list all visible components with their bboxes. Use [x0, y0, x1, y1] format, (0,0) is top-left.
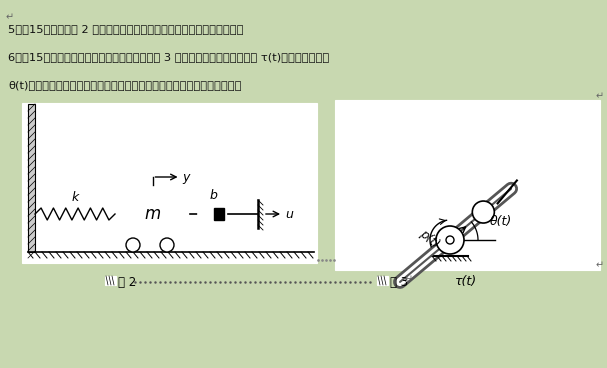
Circle shape [446, 236, 454, 244]
Text: k: k [72, 191, 79, 204]
Circle shape [436, 226, 464, 254]
Bar [22, 103, 317, 263]
Text: 6．（15分）一小球在有槽的杠杆上滚动（如图 3 所示），通过施加转动力矩 τ(t)，控制杠杆转角: 6．（15分）一小球在有槽的杠杆上滚动（如图 3 所示），通过施加转动力矩 τ(… [8, 52, 329, 62]
Text: τ(t): τ(t) [455, 275, 477, 288]
Bar [335, 100, 600, 270]
Text: 5．（15分）给定图 2 所示的机械系统，试建立系统的状态空间表达式。: 5．（15分）给定图 2 所示的机械系统，试建立系统的状态空间表达式。 [8, 24, 243, 34]
Bar [105, 276, 116, 285]
Text: y: y [183, 170, 190, 184]
Bar [214, 208, 224, 220]
Bar [115, 185, 190, 243]
Bar [28, 104, 35, 252]
Text: p(t): p(t) [418, 227, 443, 251]
Text: m: m [144, 205, 161, 223]
Text: u: u [285, 208, 293, 220]
Circle shape [472, 201, 494, 223]
Bar [377, 276, 388, 285]
Text: ↵: ↵ [596, 91, 604, 101]
Text: θ(t)，实现小球在杠杆上左右滚动而不掹落。试写出解决这一问题的思路。: θ(t)，实现小球在杠杆上左右滚动而不掹落。试写出解决这一问题的思路。 [8, 80, 242, 90]
Text: 图 3: 图 3 [390, 276, 408, 289]
Circle shape [160, 238, 174, 252]
Text: ↵: ↵ [405, 274, 413, 284]
Text: 图 2: 图 2 [118, 276, 136, 289]
Circle shape [126, 238, 140, 252]
Text: ↵: ↵ [6, 12, 14, 22]
Text: ↵: ↵ [596, 260, 604, 270]
Bar [198, 206, 228, 222]
Text: b: b [209, 189, 217, 202]
Text: θ(t): θ(t) [490, 216, 512, 229]
